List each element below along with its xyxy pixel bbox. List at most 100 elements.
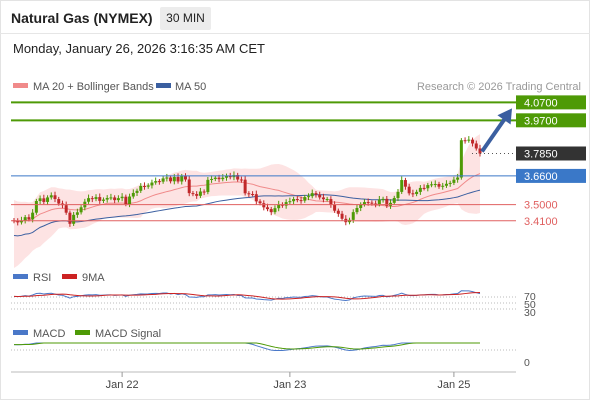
candle — [23, 215, 27, 224]
candle — [139, 183, 143, 193]
candle-body — [210, 178, 214, 180]
candle-body — [105, 197, 109, 200]
rsi-panel — [11, 290, 516, 310]
candle — [273, 205, 277, 215]
candle — [120, 193, 124, 202]
candle-body — [57, 199, 61, 204]
candle-body — [295, 199, 299, 201]
candle-body — [157, 181, 161, 183]
candle — [392, 195, 396, 205]
candle-body — [131, 192, 135, 197]
candle — [307, 193, 311, 201]
level-label: 3.9700 — [524, 115, 558, 127]
candle — [433, 180, 437, 188]
candle-body — [191, 193, 195, 195]
candle-body — [79, 207, 83, 213]
candle-body — [325, 199, 329, 201]
candle-body — [381, 198, 385, 200]
candle-body — [217, 177, 221, 180]
candle-body — [277, 204, 281, 209]
candle — [284, 199, 288, 209]
candle — [161, 175, 165, 184]
candle — [49, 192, 53, 200]
candle-body — [169, 177, 173, 182]
candle — [396, 189, 400, 202]
candle-body — [418, 187, 422, 192]
candle-body — [459, 140, 463, 178]
candle-body — [407, 186, 411, 194]
candle — [176, 173, 180, 184]
level-box — [516, 168, 586, 183]
macd-line — [13, 342, 480, 352]
candle-body — [448, 182, 452, 184]
candle-body — [288, 201, 292, 203]
candle — [411, 189, 415, 198]
macd-panel — [11, 342, 516, 352]
level-label: 3.4100 — [524, 216, 558, 228]
candle-body — [359, 204, 363, 209]
candle-body — [463, 140, 467, 142]
candle — [452, 176, 456, 186]
candle — [426, 182, 430, 192]
candle — [68, 210, 72, 227]
candle-body — [273, 208, 277, 213]
candle-body — [124, 196, 128, 205]
candle-body — [49, 195, 53, 198]
candle — [210, 175, 214, 183]
candle-body — [31, 212, 35, 220]
ma50-line — [13, 189, 481, 237]
rsi-tick-50: 50 — [524, 299, 536, 311]
candle — [131, 189, 135, 199]
level-3.9700: 3.9700 — [11, 113, 586, 128]
candle — [478, 144, 482, 157]
candle-body — [38, 198, 42, 202]
candle-body — [385, 198, 389, 206]
level-box — [516, 146, 586, 161]
x-tick-label: Jan 23 — [273, 379, 306, 391]
candle-body — [68, 212, 72, 224]
candle-body — [471, 139, 475, 144]
candle — [444, 180, 448, 188]
candle — [418, 185, 422, 195]
candle-body — [23, 217, 27, 221]
candle — [374, 200, 378, 208]
instrument-title: Natural Gas (NYMEX) — [11, 10, 153, 26]
legend-label-rsi-9ma: 9MA — [82, 272, 105, 284]
candle-body — [266, 207, 270, 210]
candle-body — [64, 205, 68, 213]
candle-body — [415, 191, 419, 195]
candle-body — [206, 179, 210, 193]
legend-swatch-macd-signal — [75, 330, 90, 335]
candle — [165, 173, 169, 182]
candle — [299, 196, 303, 204]
candle-body — [441, 185, 445, 187]
candle — [53, 191, 57, 203]
candle — [471, 137, 475, 147]
candle-body — [336, 210, 340, 214]
candle — [202, 189, 206, 196]
candle-body — [27, 217, 31, 220]
candle-body — [258, 201, 262, 204]
candle — [295, 196, 299, 203]
candle — [169, 175, 173, 184]
candle — [213, 175, 217, 182]
candle — [407, 183, 411, 196]
candle — [400, 176, 404, 195]
candle-body — [262, 203, 266, 208]
candle — [206, 176, 210, 195]
candle-body — [94, 197, 98, 200]
timeframe-badge[interactable]: 30 MIN — [160, 7, 211, 30]
candle-body — [224, 175, 228, 178]
candle — [254, 190, 258, 205]
candle — [135, 188, 139, 196]
candle — [142, 182, 146, 190]
candle — [187, 175, 191, 197]
candle-body — [333, 204, 337, 211]
candle-body — [321, 197, 325, 200]
price-levels: 4.0700 3.9700 3.7850 3.6600 3.5000 3.4100 — [11, 95, 586, 228]
candle-body — [221, 177, 225, 180]
candle-body — [176, 176, 180, 182]
candle — [113, 195, 117, 204]
candle — [362, 199, 366, 207]
candle — [31, 209, 35, 223]
